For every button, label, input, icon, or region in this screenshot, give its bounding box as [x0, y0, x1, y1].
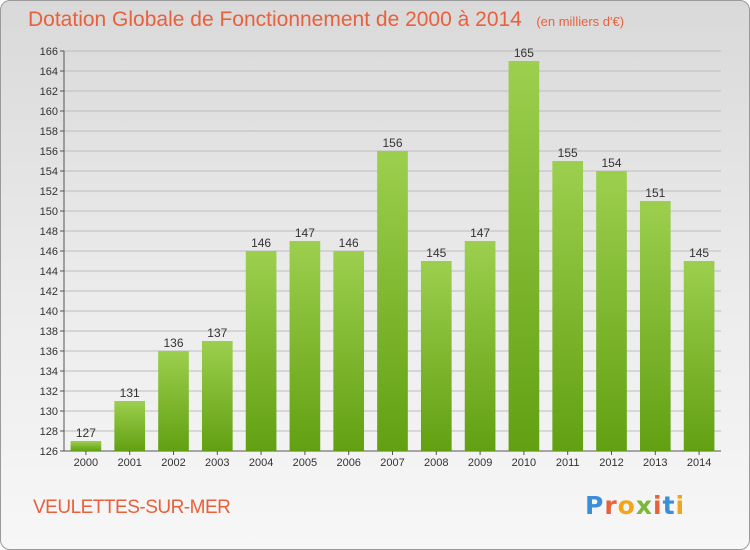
bar: [552, 161, 584, 451]
logo-letter: x: [635, 491, 653, 520]
bar-value-label: 155: [558, 146, 578, 160]
y-tick-label: 140: [40, 306, 58, 318]
y-tick-label: 156: [40, 146, 58, 158]
bar: [201, 341, 233, 451]
place-name: VEULETTES-SUR-MER: [33, 497, 231, 518]
bar: [683, 261, 715, 451]
bar-value-label: 146: [339, 236, 359, 250]
x-tick-label: 2010: [512, 457, 536, 469]
logo-letter: o: [617, 491, 636, 520]
x-tick-label: 2007: [380, 457, 404, 469]
bar: [289, 241, 321, 451]
bar-value-label: 165: [514, 46, 534, 60]
y-tick-label: 132: [40, 386, 58, 398]
bar-value-label: 147: [295, 226, 315, 240]
y-tick-label: 128: [40, 426, 58, 438]
bar: [596, 171, 627, 451]
x-tick-label: 2005: [293, 457, 317, 469]
bar: [333, 251, 365, 451]
chart-unit: (en milliers d'€): [536, 14, 625, 29]
bar: [639, 201, 671, 451]
y-tick-label: 134: [40, 366, 58, 378]
x-tick-label: 2003: [205, 457, 229, 469]
bar: [464, 241, 496, 451]
y-tick-label: 126: [40, 446, 58, 458]
y-tick-label: 136: [40, 346, 58, 358]
bar-value-label: 156: [382, 136, 402, 150]
logo-letter: i: [675, 491, 686, 520]
x-tick-label: 2008: [424, 457, 448, 469]
y-tick-label: 166: [40, 46, 58, 58]
bar: [70, 441, 102, 451]
x-tick-label: 2000: [74, 457, 98, 469]
bar-value-label: 131: [120, 386, 140, 400]
x-tick-label: 2006: [336, 457, 360, 469]
x-tick-label: 2004: [249, 457, 273, 469]
x-tick-label: 2012: [599, 457, 623, 469]
x-tick-label: 2001: [117, 457, 141, 469]
y-tick-label: 146: [40, 246, 58, 258]
bar: [508, 61, 540, 451]
bar: [420, 261, 452, 451]
x-tick-label: 2013: [643, 457, 667, 469]
x-tick-label: 2011: [556, 457, 580, 469]
bar-value-label: 147: [470, 226, 490, 240]
logo-letter: t: [662, 491, 676, 520]
y-tick-label: 130: [40, 406, 58, 418]
bar: [377, 151, 408, 451]
bar-value-label: 146: [251, 236, 271, 250]
y-tick-label: 142: [40, 286, 58, 298]
chart-title-row: Dotation Globale de Fonctionnement de 20…: [28, 8, 624, 32]
bar-value-label: 136: [163, 336, 183, 350]
logo-letter: r: [604, 491, 618, 520]
y-tick-label: 152: [40, 186, 58, 198]
y-tick-label: 160: [40, 106, 58, 118]
bar-value-label: 145: [426, 246, 446, 260]
y-tick-label: 158: [40, 126, 58, 138]
y-tick-label: 138: [40, 326, 58, 338]
x-tick-label: 2002: [161, 457, 185, 469]
chart-title: Dotation Globale de Fonctionnement de 20…: [28, 8, 522, 31]
bar-value-label: 137: [207, 326, 227, 340]
logo-letter: P: [585, 491, 605, 520]
bar: [114, 401, 146, 451]
bar-value-label: 151: [645, 186, 665, 200]
y-tick-label: 162: [40, 86, 58, 98]
bar-value-label: 127: [76, 426, 96, 440]
logo-letter: i: [653, 491, 663, 520]
y-tick-label: 164: [40, 66, 58, 78]
bar: [158, 351, 189, 451]
x-tick-label: 2009: [468, 457, 492, 469]
y-tick-label: 148: [40, 226, 58, 238]
proxiti-logo[interactable]: Proxiti: [585, 491, 685, 520]
x-tick-label: 2014: [687, 457, 711, 469]
y-tick-label: 144: [40, 266, 58, 278]
y-tick-label: 150: [40, 206, 58, 218]
bar-value-label: 145: [689, 246, 709, 260]
y-tick-label: 154: [40, 166, 58, 178]
bar: [245, 251, 277, 451]
bar-value-label: 154: [601, 156, 621, 170]
